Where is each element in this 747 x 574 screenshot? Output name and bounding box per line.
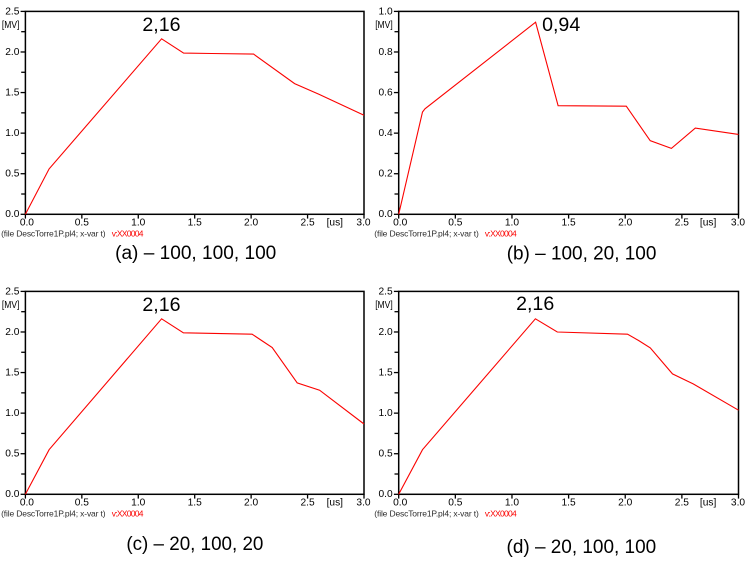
svg-text:v:XX0004: v:XX0004 [112,509,144,519]
svg-text:[MV]: [MV] [2,20,20,31]
svg-text:2.5: 2.5 [5,286,19,297]
svg-text:2.5: 2.5 [300,497,314,508]
svg-text:[us]: [us] [327,497,344,508]
svg-text:1.0: 1.0 [379,408,393,419]
svg-text:1.5: 1.5 [562,497,576,508]
svg-text:1.5: 1.5 [5,367,19,378]
svg-text:0.0: 0.0 [5,489,19,500]
svg-text:(b) – 100, 20, 100: (b) – 100, 20, 100 [507,244,657,265]
svg-text:0.8: 0.8 [379,47,393,58]
svg-text:0.5: 0.5 [75,217,89,228]
svg-text:2.5: 2.5 [675,217,689,228]
svg-text:0,94: 0,94 [542,14,580,36]
svg-text:(file DescTorre1P.pl4; x-var t: (file DescTorre1P.pl4; x-var t) [374,509,479,519]
svg-text:1.5: 1.5 [379,367,393,378]
svg-text:(d) – 20, 100, 100: (d) – 20, 100, 100 [507,537,657,558]
svg-text:2.0: 2.0 [618,217,632,228]
svg-text:3.0: 3.0 [731,217,745,228]
svg-text:0.0: 0.0 [379,489,393,500]
svg-text:0.5: 0.5 [448,217,462,228]
svg-text:[MV]: [MV] [375,20,393,31]
svg-text:0.0: 0.0 [393,497,407,508]
svg-text:[MV]: [MV] [375,300,393,311]
svg-text:(file DescTorre1P.pl4; x-var t: (file DescTorre1P.pl4; x-var t) [1,229,106,239]
svg-text:2.5: 2.5 [379,286,393,297]
svg-text:2.0: 2.0 [5,327,19,338]
svg-text:0.4: 0.4 [379,128,393,139]
svg-text:2,16: 2,16 [142,294,180,316]
svg-text:(file DescTorre1P.pl4; x-var t: (file DescTorre1P.pl4; x-var t) [374,229,479,239]
svg-text:1.0: 1.0 [131,497,145,508]
svg-text:(file DescTorre1P.pl4; x-var t: (file DescTorre1P.pl4; x-var t) [1,509,106,519]
svg-text:0.6: 0.6 [379,87,393,98]
svg-text:[us]: [us] [700,217,717,228]
svg-text:1.0: 1.0 [131,217,145,228]
svg-text:(a) – 100, 100, 100: (a) – 100, 100, 100 [115,243,276,264]
svg-text:0.0: 0.0 [393,217,407,228]
svg-text:3.0: 3.0 [356,497,370,508]
svg-text:2.0: 2.0 [244,497,258,508]
svg-text:0.0: 0.0 [5,209,19,220]
svg-text:2.5: 2.5 [300,217,314,228]
svg-text:2,16: 2,16 [516,293,554,315]
svg-text:[us]: [us] [700,497,717,508]
svg-text:2,16: 2,16 [142,14,180,36]
svg-text:2.0: 2.0 [244,217,258,228]
svg-text:1.0: 1.0 [505,497,519,508]
svg-text:1.0: 1.0 [5,408,19,419]
svg-text:0.5: 0.5 [5,449,19,460]
svg-text:2.0: 2.0 [618,497,632,508]
svg-text:2.5: 2.5 [5,6,19,17]
svg-text:2.5: 2.5 [675,497,689,508]
svg-text:1.5: 1.5 [188,497,202,508]
svg-text:0.0: 0.0 [379,209,393,220]
svg-text:2.0: 2.0 [379,327,393,338]
svg-text:0.5: 0.5 [379,449,393,460]
svg-text:1.5: 1.5 [5,87,19,98]
svg-text:3.0: 3.0 [356,217,370,228]
svg-text:1.5: 1.5 [188,217,202,228]
svg-text:1.0: 1.0 [379,6,393,17]
svg-text:(c) – 20, 100, 20: (c) – 20, 100, 20 [126,534,263,555]
svg-text:[us]: [us] [327,217,344,228]
svg-text:1.0: 1.0 [505,217,519,228]
svg-text:0.0: 0.0 [20,497,34,508]
svg-text:0.2: 0.2 [379,169,393,180]
svg-text:0.5: 0.5 [5,169,19,180]
svg-text:v:XX0004: v:XX0004 [485,229,517,239]
svg-text:0.5: 0.5 [448,497,462,508]
svg-text:2.0: 2.0 [5,47,19,58]
svg-text:v:XX0004: v:XX0004 [485,509,517,519]
svg-text:[MV]: [MV] [2,300,20,311]
svg-text:1.5: 1.5 [562,217,576,228]
svg-text:0.5: 0.5 [75,497,89,508]
svg-text:0.0: 0.0 [20,217,34,228]
svg-text:3.0: 3.0 [731,497,745,508]
svg-text:v:XX0004: v:XX0004 [112,229,144,239]
svg-text:1.0: 1.0 [5,128,19,139]
